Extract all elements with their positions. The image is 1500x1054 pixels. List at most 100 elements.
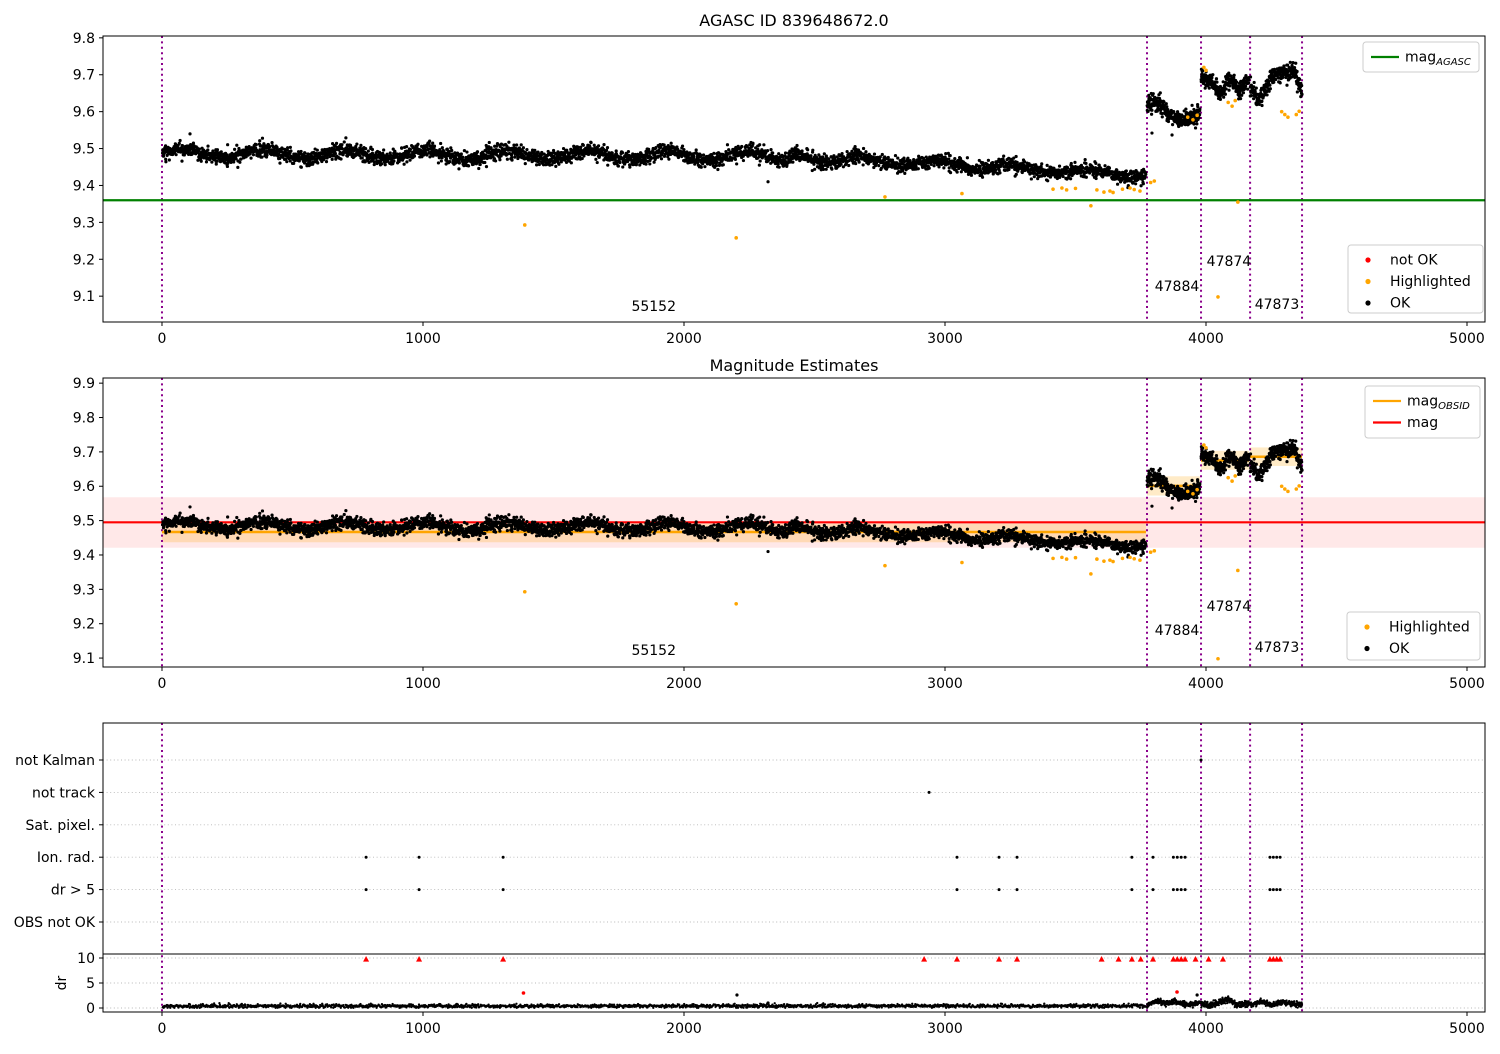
- ok-point: [621, 165, 624, 168]
- ok-point: [1219, 98, 1222, 101]
- ok-point: [949, 171, 952, 174]
- ok-point: [617, 164, 620, 167]
- ok-point: [1085, 176, 1088, 179]
- ok-point: [1196, 105, 1199, 108]
- ok-point: [917, 167, 920, 170]
- ok-point: [715, 164, 718, 167]
- ok-point: [1069, 177, 1072, 180]
- ok-point: [331, 158, 334, 161]
- ok-point: [862, 147, 865, 150]
- ok-point: [343, 140, 346, 143]
- ok-point: [627, 150, 630, 153]
- ok-point: [1298, 78, 1301, 81]
- ok-point: [1289, 61, 1292, 64]
- ok-point: [1015, 155, 1018, 158]
- ok-point: [1227, 89, 1230, 92]
- ok-point: [1260, 100, 1263, 103]
- ok-point: [734, 158, 737, 161]
- top-plot-legend-points-swatch-dot: [1365, 279, 1370, 284]
- ok-point: [249, 528, 252, 531]
- ok-point: [1268, 84, 1271, 87]
- ok-point: [229, 532, 232, 535]
- ok-point: [650, 157, 653, 160]
- ok-point: [359, 144, 362, 147]
- top-plot-ytick-label: 9.5: [73, 142, 95, 158]
- ok-point: [594, 158, 597, 161]
- ok-point: [448, 160, 451, 163]
- ok-point: [570, 161, 573, 164]
- ok-point: [873, 152, 876, 155]
- highlighted-point: [1297, 109, 1301, 113]
- ok-point: [1246, 88, 1249, 91]
- ok-point: [762, 143, 765, 146]
- ok-point: [460, 152, 463, 155]
- ok-point: [233, 148, 236, 151]
- ok-point: [238, 532, 241, 535]
- ok-point: [1215, 77, 1218, 80]
- ok-point: [1225, 87, 1228, 90]
- ok-point: [522, 146, 525, 149]
- ok-point: [409, 148, 412, 151]
- ok-point: [791, 161, 794, 164]
- highlighted-point: [1138, 189, 1142, 193]
- ok-point: [1281, 76, 1284, 79]
- ok-point: [902, 156, 905, 159]
- ok-point: [994, 168, 997, 171]
- ok-point: [1134, 182, 1137, 185]
- ok-point: [937, 165, 940, 168]
- ok-point: [400, 147, 403, 150]
- ok-point: [181, 144, 184, 147]
- ok-point: [742, 159, 745, 162]
- ok-point: [226, 165, 229, 168]
- top-plot-legend-points-label: OK: [1390, 296, 1411, 312]
- ok-point: [811, 149, 814, 152]
- ok-point: [1190, 104, 1193, 107]
- ok-point: [1296, 70, 1299, 73]
- ok-point: [510, 158, 513, 161]
- ok-point: [930, 163, 933, 166]
- ok-point: [582, 144, 585, 147]
- ok-point: [488, 141, 491, 144]
- ok-point: [1253, 81, 1256, 84]
- highlighted-point: [1191, 118, 1195, 122]
- obsid-annotation: 47873: [1255, 297, 1300, 313]
- ok-point: [380, 162, 383, 165]
- ok-point: [1239, 97, 1242, 100]
- ok-point: [887, 156, 890, 159]
- ok-point: [178, 139, 181, 142]
- ok-point: [589, 141, 592, 144]
- highlighted-point: [734, 236, 738, 240]
- ok-point: [1201, 69, 1204, 72]
- ok-point: [316, 149, 319, 152]
- highlighted-point: [1233, 99, 1237, 103]
- ok-point: [667, 158, 670, 161]
- ok-point: [226, 515, 229, 518]
- ok-point: [806, 148, 809, 151]
- ok-point: [188, 505, 191, 508]
- ok-point: [606, 146, 609, 149]
- highlighted-point: [1294, 113, 1298, 117]
- ok-point: [507, 141, 510, 144]
- ok-point: [364, 147, 367, 150]
- ok-point: [615, 149, 618, 152]
- ok-point: [174, 153, 177, 156]
- ok-point: [550, 163, 553, 166]
- ok-point: [758, 143, 761, 146]
- ok-point: [908, 159, 911, 162]
- highlighted-point: [1149, 181, 1153, 185]
- ok-point: [800, 149, 803, 152]
- ok-point: [812, 163, 815, 166]
- ok-point: [1235, 80, 1238, 83]
- ok-point: [180, 531, 183, 534]
- ok-point: [268, 146, 271, 149]
- highlighted-point: [1283, 113, 1287, 117]
- ok-point: [695, 148, 698, 151]
- ok-point: [235, 516, 238, 519]
- ok-point: [1198, 107, 1201, 110]
- ok-point: [188, 132, 191, 135]
- ok-point: [433, 145, 436, 148]
- ok-point: [987, 159, 990, 162]
- ok-point: [881, 153, 884, 156]
